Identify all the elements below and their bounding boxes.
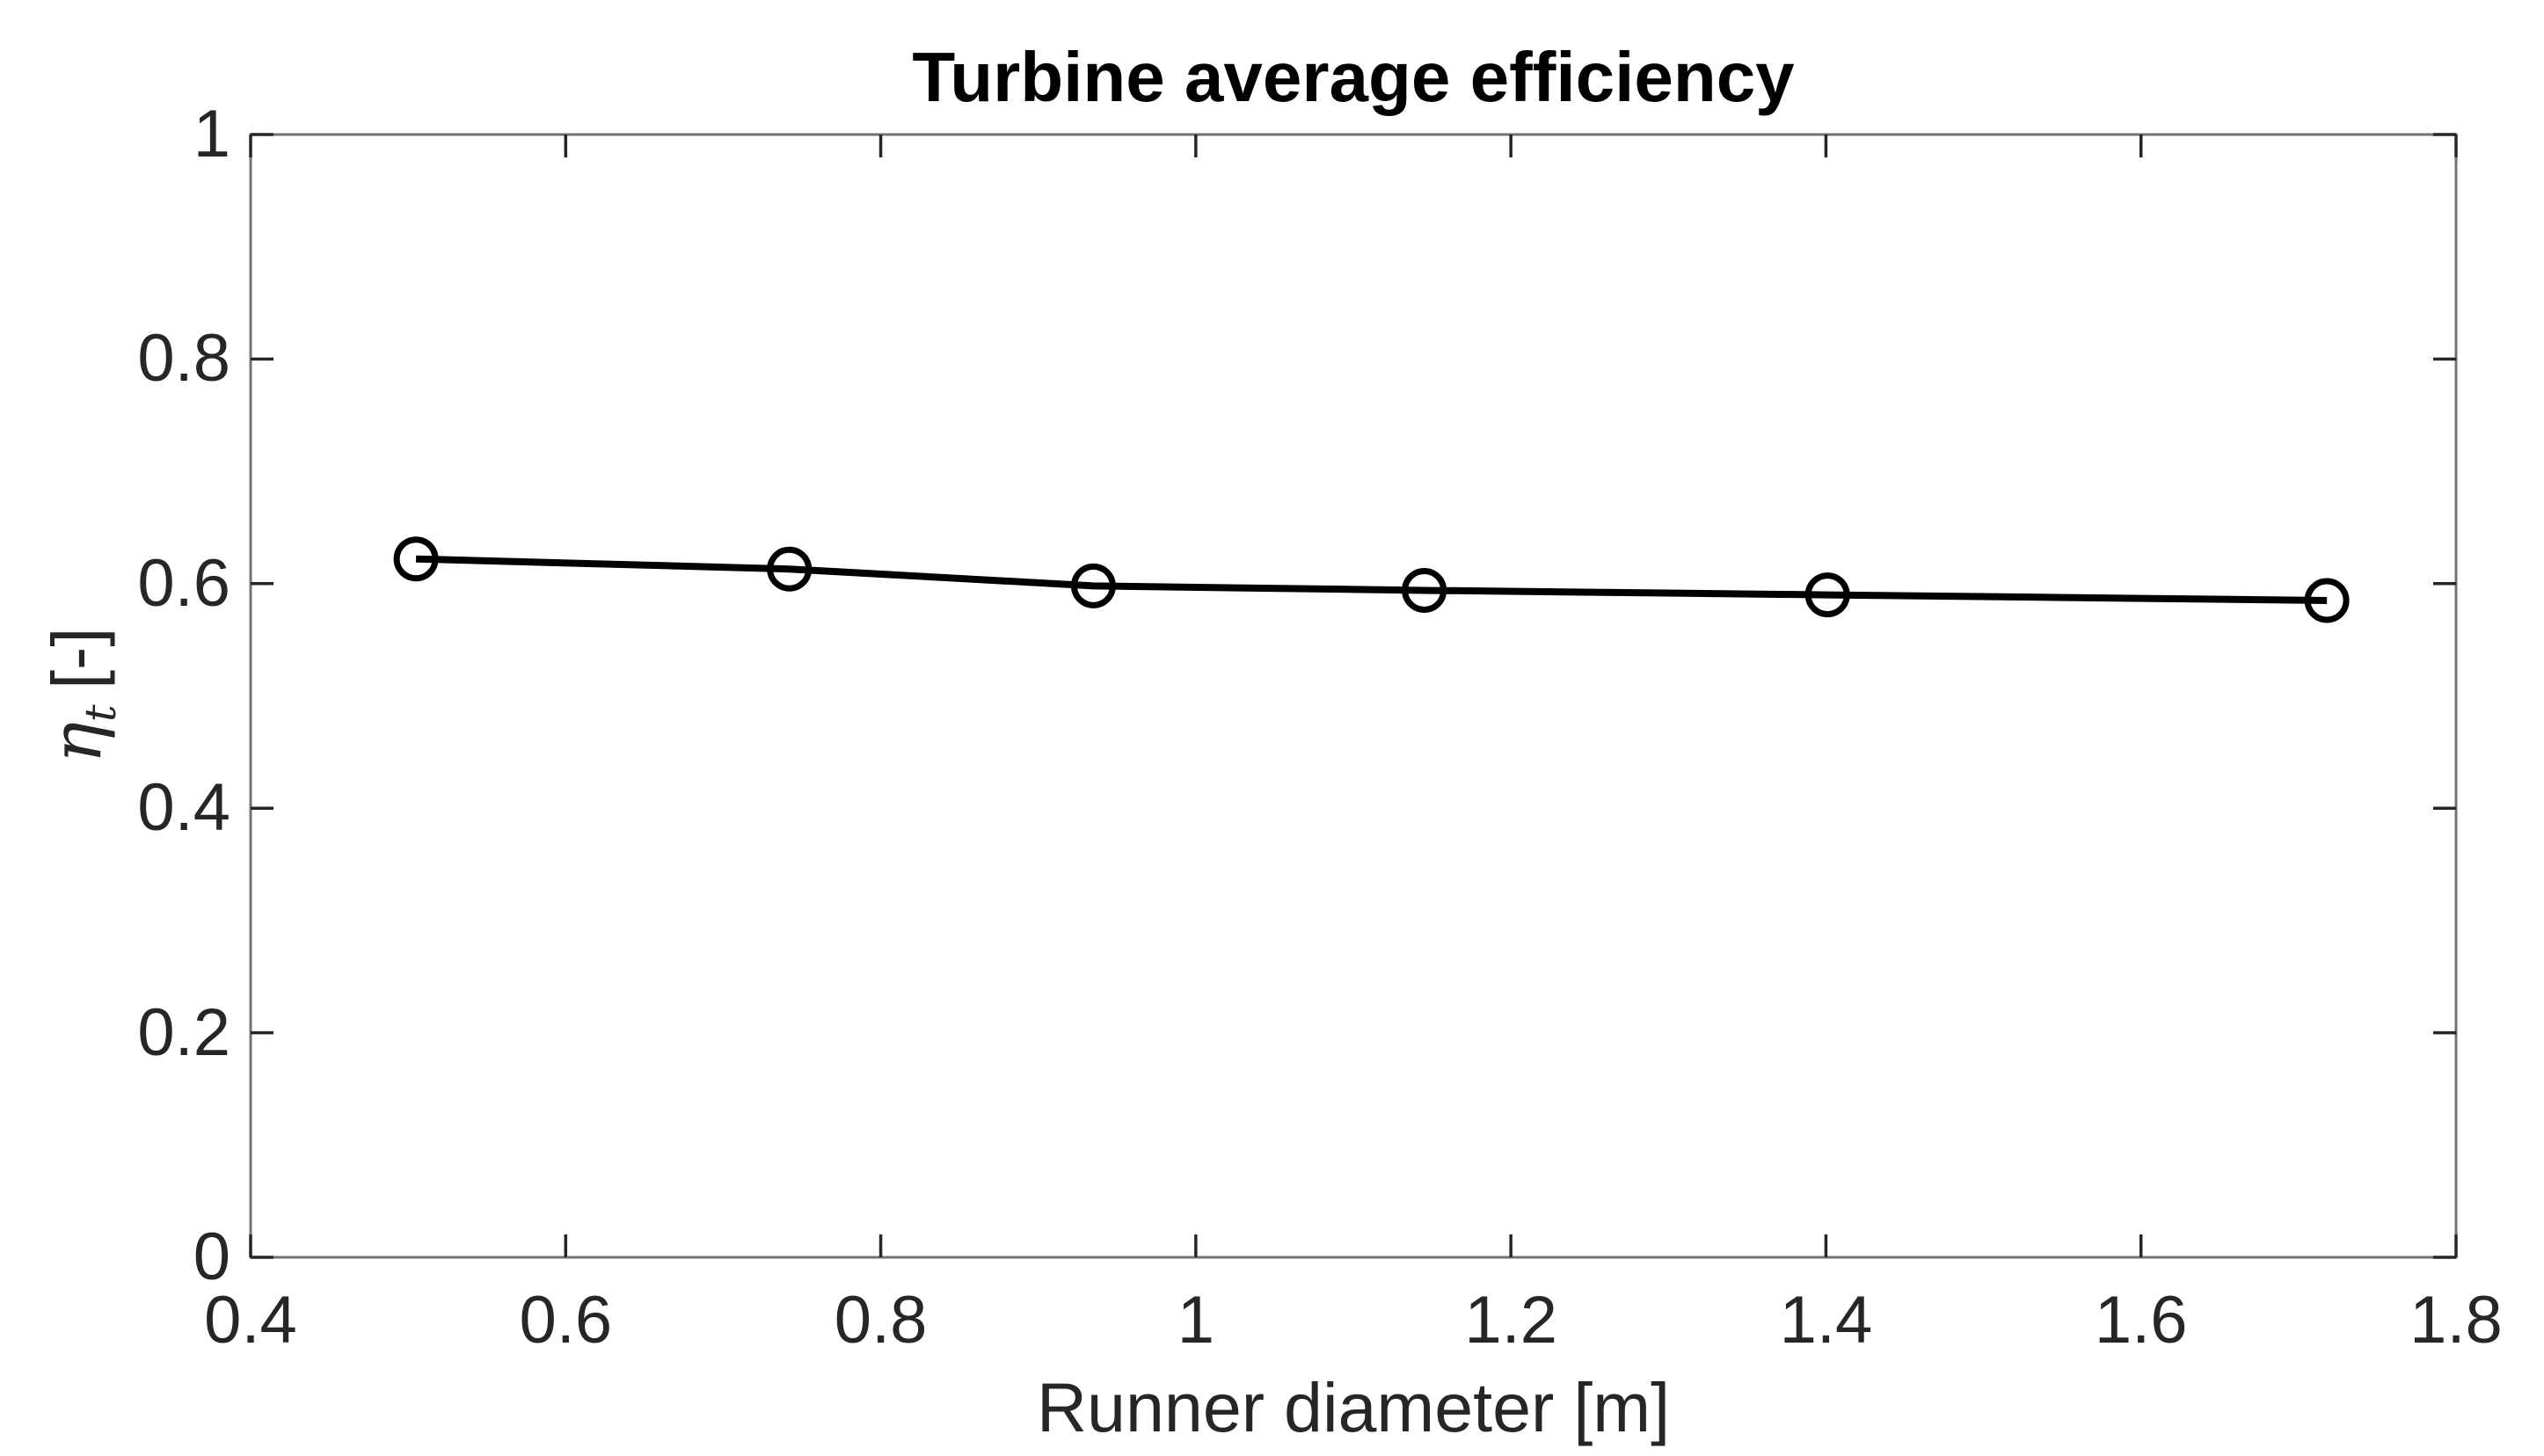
data-point-marker: [767, 546, 813, 592]
y-tick-label: 0: [193, 1219, 230, 1295]
axes-box: [249, 133, 2458, 1259]
data-point-marker: [1804, 572, 1850, 618]
x-tick-label: 0.4: [204, 1283, 297, 1358]
x-tick-label: 0.6: [519, 1283, 613, 1358]
data-point-marker: [393, 536, 439, 582]
data-point-marker: [2304, 578, 2350, 623]
y-tick-label: 0.4: [137, 770, 230, 846]
y-axis-unit: [-]: [37, 627, 116, 689]
data-point-marker: [1402, 567, 1447, 613]
data-point-marker: [1070, 563, 1116, 608]
y-tick-label: 0.2: [137, 994, 230, 1070]
chart-title: Turbine average efficiency: [912, 38, 1795, 116]
x-axis-label: Runner diameter [m]: [1036, 1368, 1671, 1446]
x-tick-label: 1.8: [2409, 1283, 2503, 1358]
y-tick-label: 0.8: [137, 321, 230, 397]
x-tick-label: 1.6: [2094, 1283, 2188, 1358]
eta-subscript: t: [75, 704, 126, 722]
x-tick-label: 1.4: [1779, 1283, 1873, 1358]
y-tick-label: 1: [193, 97, 230, 172]
y-tick-label: 0.6: [137, 546, 230, 621]
efficiency-line: [415, 555, 2328, 604]
x-tick-label: 0.8: [834, 1283, 928, 1358]
x-tick-label: 1.2: [1464, 1283, 1557, 1358]
x-tick-label: 1: [1177, 1283, 1214, 1358]
eta-symbol: η: [36, 721, 118, 764]
y-axis-label: ηt [-]: [36, 628, 126, 764]
